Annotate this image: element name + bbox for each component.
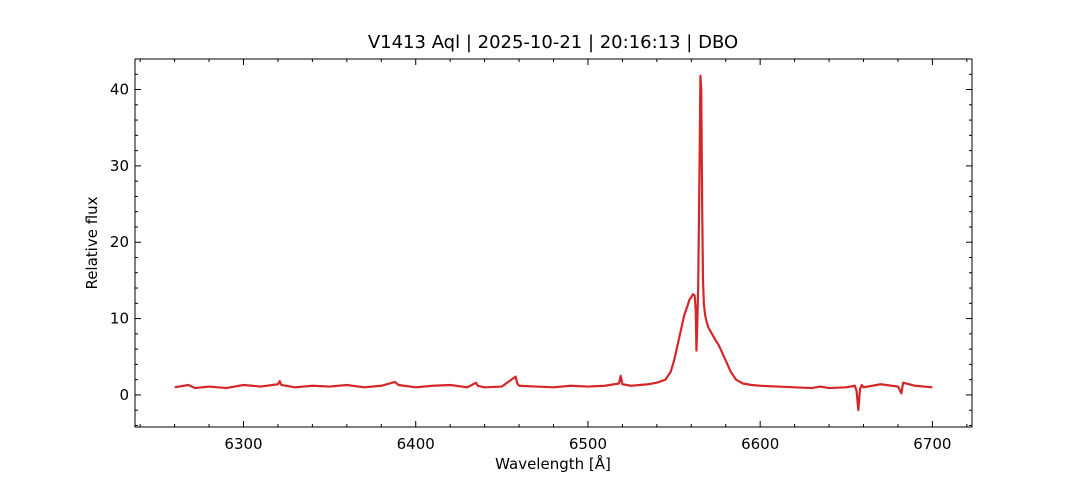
plot-frame bbox=[134, 58, 973, 428]
x-tick-label: 6700 bbox=[913, 435, 951, 453]
y-axis: 0 10 20 30 40 bbox=[110, 58, 972, 426]
y-tick-label: 20 bbox=[110, 233, 129, 251]
spectrum-line-0 bbox=[174, 74, 933, 412]
y-tick-label: 10 bbox=[110, 310, 129, 328]
plot-area bbox=[174, 74, 933, 412]
x-tick-label: 6300 bbox=[224, 435, 262, 453]
y-axis-label: Relative flux bbox=[83, 196, 101, 289]
x-axis: 6300 6400 6500 6600 6700 bbox=[139, 59, 968, 453]
y-tick-label: 0 bbox=[119, 386, 129, 404]
chart-title: V1413 Aql | 2025-10-21 | 20:16:13 | DBO bbox=[368, 32, 738, 53]
x-tick-label: 6500 bbox=[569, 435, 607, 453]
x-tick-label: 6600 bbox=[741, 435, 779, 453]
x-tick-label: 6400 bbox=[397, 435, 435, 453]
x-axis-label: Wavelength [Å] bbox=[495, 454, 611, 473]
y-tick-label: 40 bbox=[110, 81, 129, 99]
y-tick-label: 30 bbox=[110, 157, 129, 175]
